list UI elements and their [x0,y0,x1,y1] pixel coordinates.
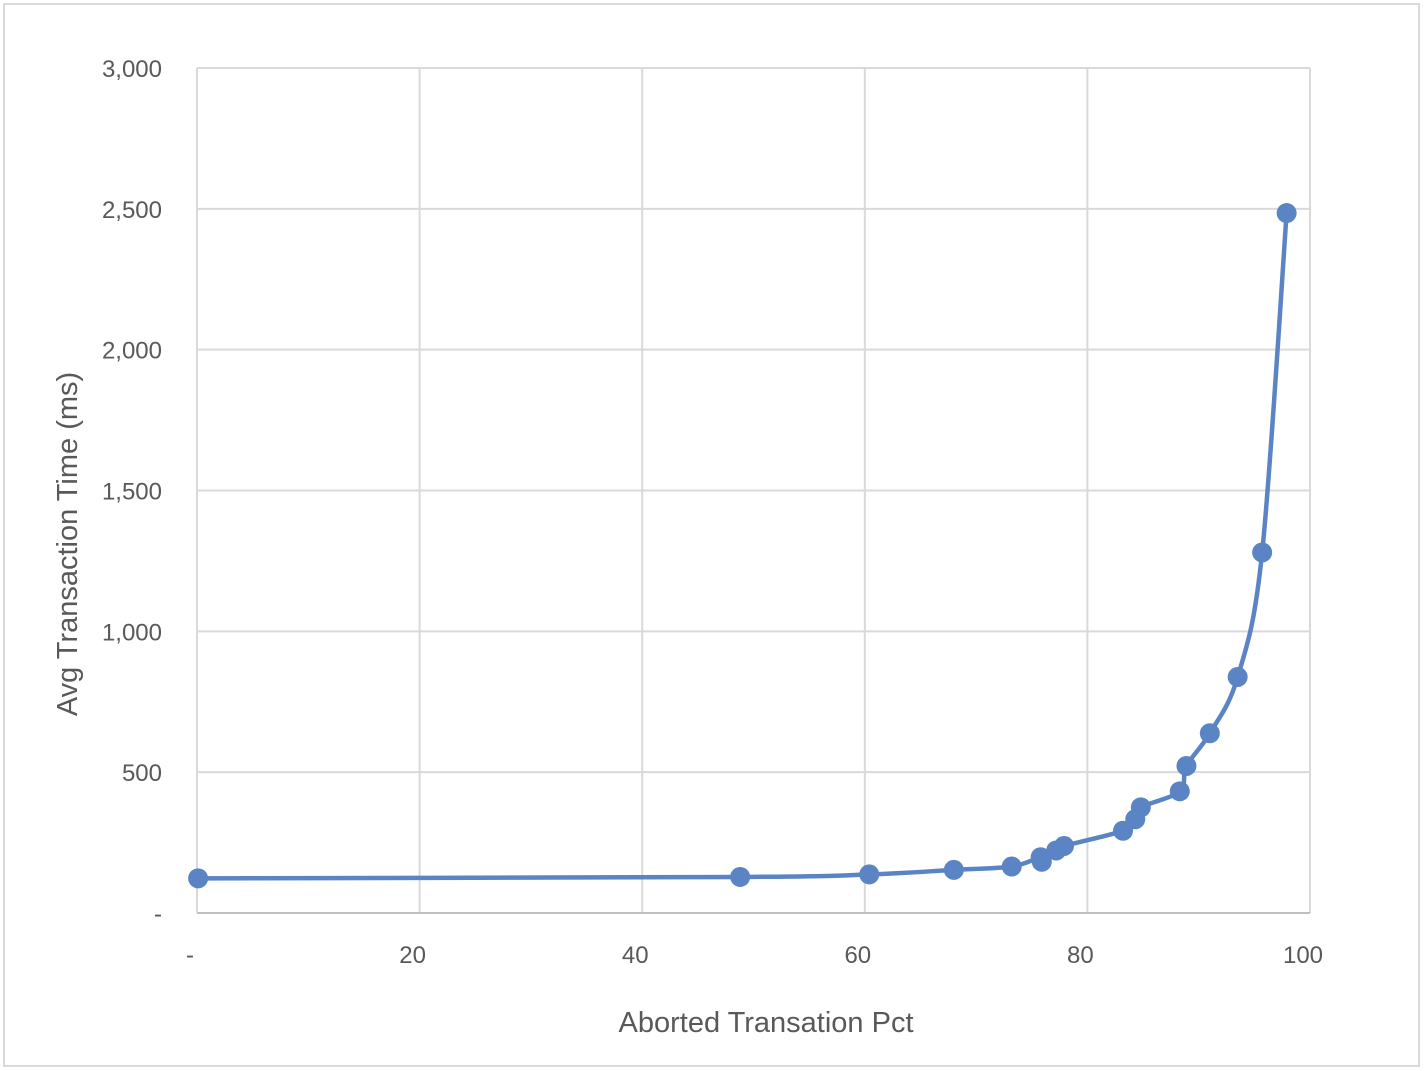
data-point [1199,723,1220,744]
data-point [188,868,209,889]
x-tick-label: - [186,942,194,969]
y-tick-label: 1,000 [102,619,162,646]
x-axis-title: Aborted Transation Pct [619,1007,914,1039]
x-tick-label: 80 [1067,942,1094,969]
gridlines [197,67,1311,913]
data-point [859,864,880,885]
data-point [1276,203,1297,224]
data-point [1130,797,1151,818]
y-tick-label: 3,000 [102,56,162,83]
data-point [1001,856,1022,877]
data-point [1252,542,1273,563]
y-tick-label: 1,500 [102,479,162,506]
x-tick-label: 20 [399,942,426,969]
chart-frame: - 500 1,000 1,500 2,000 2,500 3,000 - 20 40 60 80 10… [3,3,1420,1067]
series-line [195,210,1289,881]
chart-area: - 500 1,000 1,500 2,000 2,500 3,000 - 20 40 60 80 10… [52,56,1323,1039]
data-point [943,859,964,880]
x-tick-label: 60 [844,942,871,969]
series-line-group [195,210,1289,881]
y-tick-label: 500 [122,760,162,787]
y-tick-label: 2,500 [102,197,162,224]
data-point [1176,755,1197,776]
y-axis-title: Avg Transaction Time (ms) [52,372,84,716]
data-point [1169,781,1190,802]
data-point [730,866,751,887]
axes [196,68,1310,914]
y-tick-label: 2,000 [102,338,162,365]
data-point [1031,851,1052,872]
x-tick-label: 100 [1283,942,1323,969]
data-point [1227,666,1248,687]
y-tick-label: - [154,901,162,928]
tick-labels: - 500 1,000 1,500 2,000 2,500 3,000 - 20 40 60 80 10… [102,56,1323,969]
x-tick-label: 40 [622,942,649,969]
series-markers [188,203,1297,889]
data-point [1054,835,1075,856]
